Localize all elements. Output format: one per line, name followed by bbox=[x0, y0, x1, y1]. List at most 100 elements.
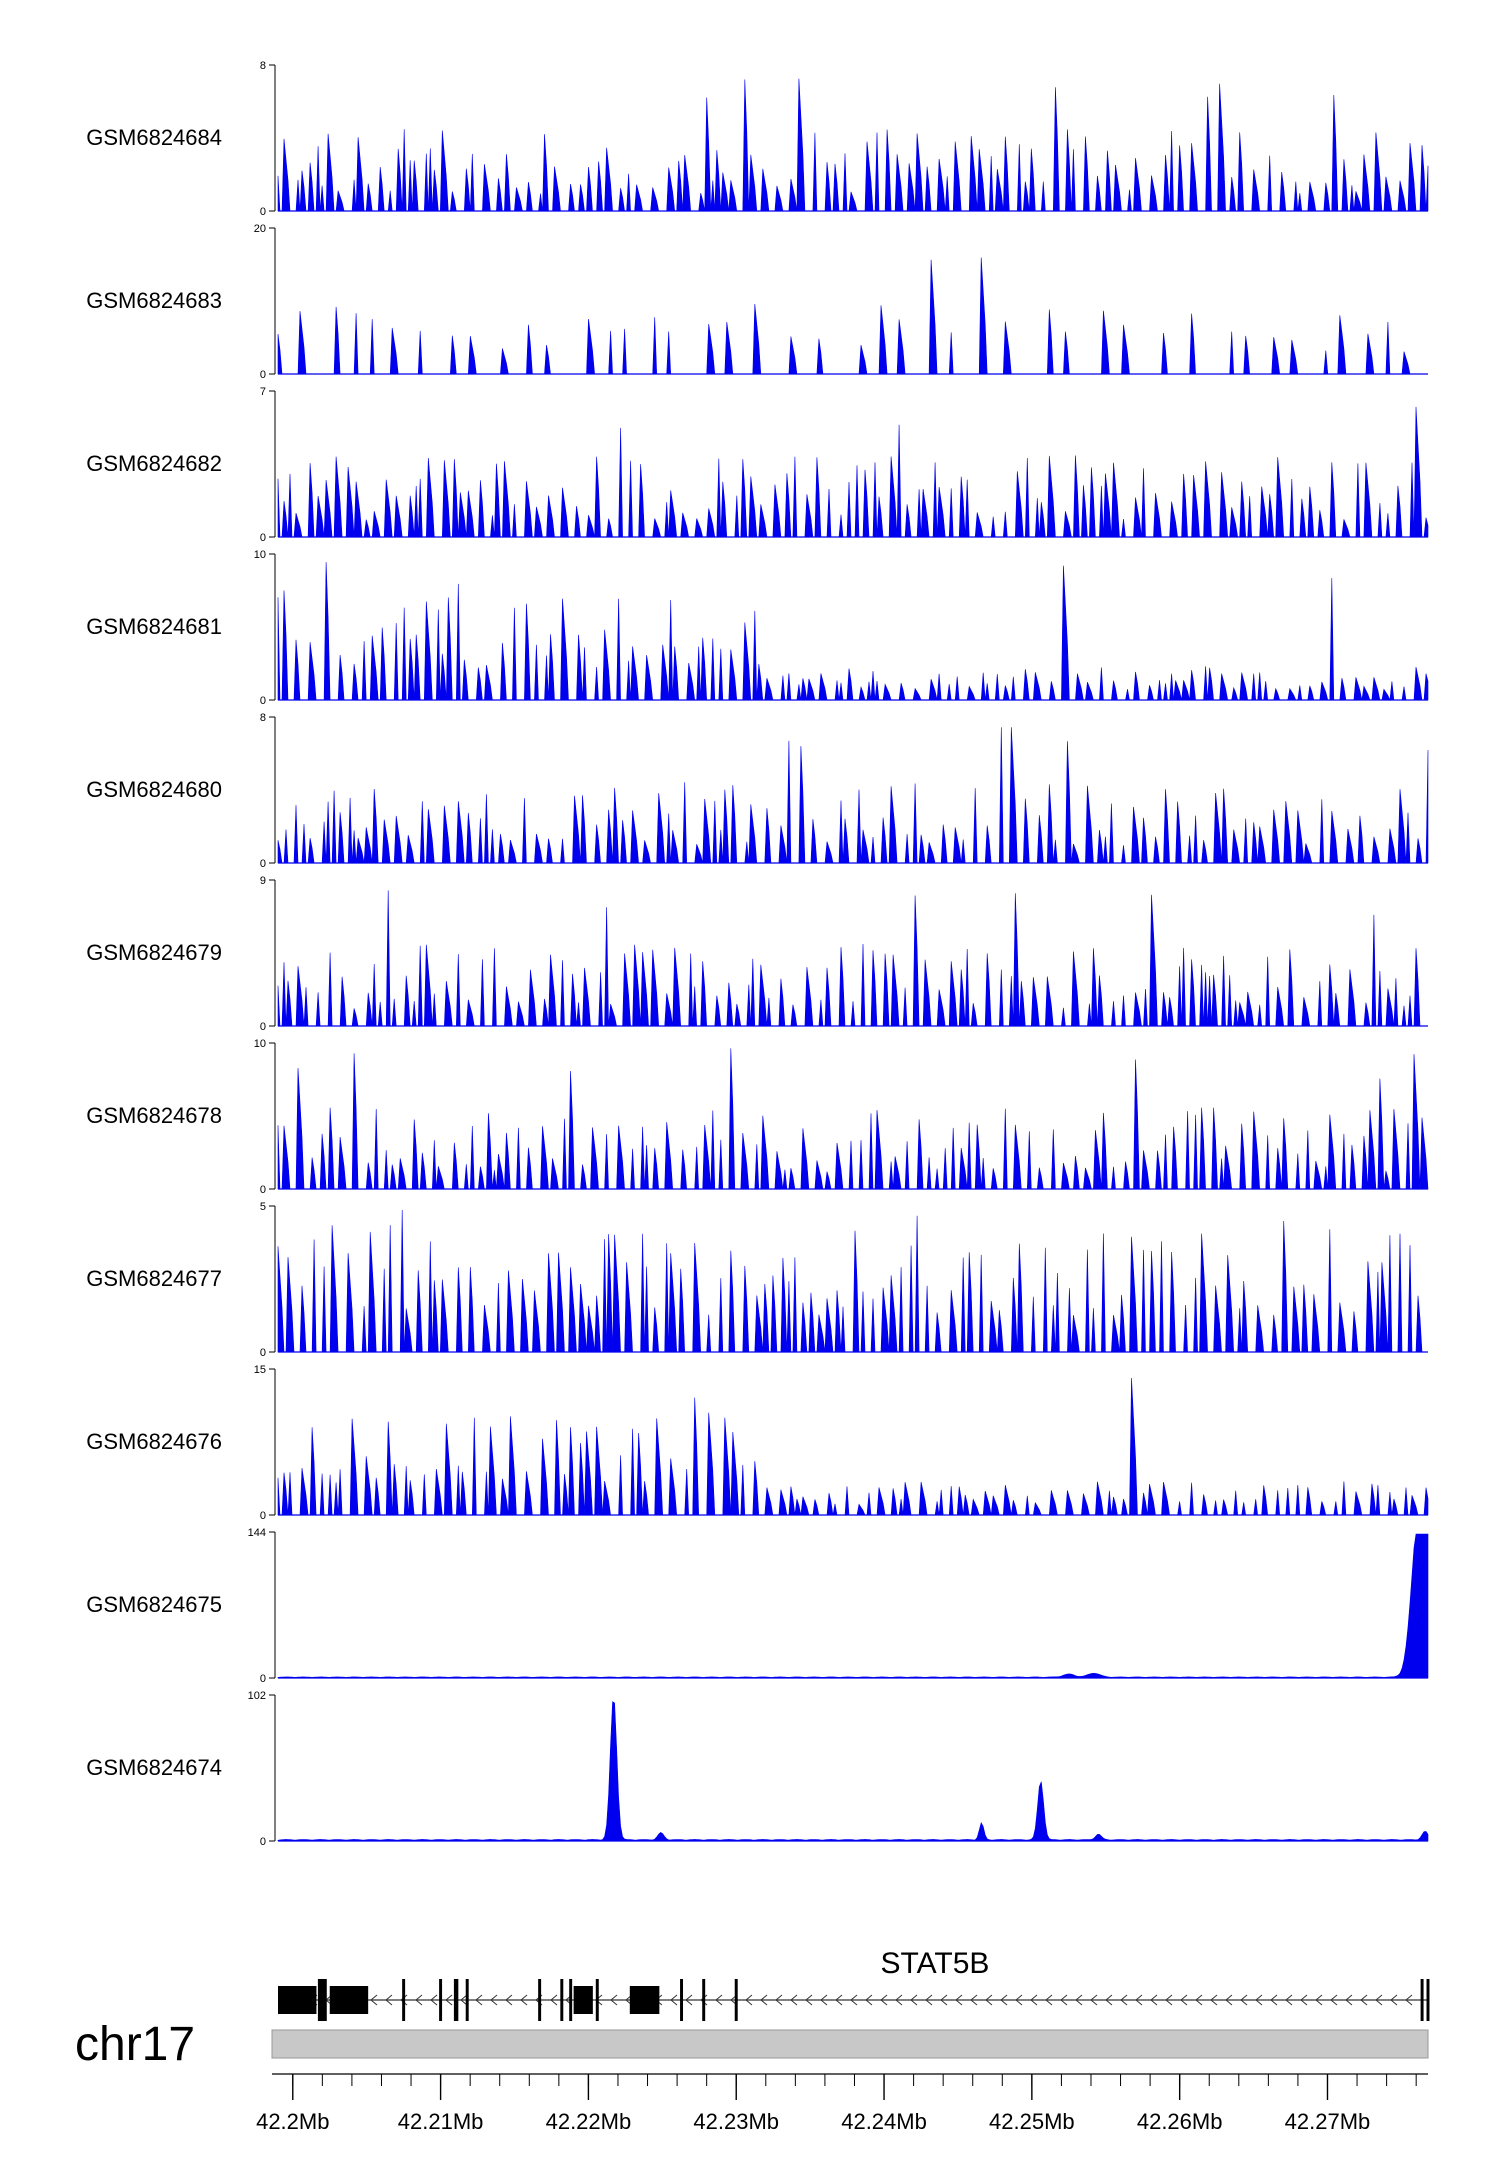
track-label: GSM6824682 bbox=[86, 451, 222, 476]
strand-arrow bbox=[895, 1994, 903, 2006]
strand-arrow bbox=[415, 1994, 423, 2006]
strand-arrow bbox=[1210, 1994, 1218, 2006]
strand-arrow bbox=[820, 1994, 828, 2006]
strand-arrow bbox=[970, 1994, 978, 2006]
track-gsm6824684: GSM6824684 8 0 bbox=[86, 60, 1429, 218]
strand-arrow bbox=[475, 1994, 483, 2006]
strand-arrow bbox=[1300, 1994, 1308, 2006]
track-gsm6824676: GSM6824676 15 0 bbox=[86, 1364, 1429, 1522]
strand-arrow bbox=[1150, 1994, 1158, 2006]
y-axis-min-label: 0 bbox=[260, 695, 266, 707]
strand-arrow bbox=[1270, 1994, 1278, 2006]
strand-arrow bbox=[1195, 1994, 1203, 2006]
strand-arrow bbox=[445, 1994, 453, 2006]
track-gsm6824678: GSM6824678 10 0 bbox=[86, 1038, 1429, 1196]
exon bbox=[402, 1979, 406, 2021]
strand-arrow bbox=[460, 1994, 468, 2006]
strand-arrow bbox=[1285, 1994, 1293, 2006]
strand-arrow bbox=[835, 1994, 843, 2006]
exon bbox=[680, 1979, 684, 2021]
exon bbox=[439, 1979, 443, 2021]
strand-arrow bbox=[1030, 1994, 1038, 2006]
track-label: GSM6824675 bbox=[86, 1592, 222, 1617]
track-gsm6824681: GSM6824681 10 0 bbox=[86, 549, 1429, 707]
strand-arrow bbox=[955, 1994, 963, 2006]
strand-arrow bbox=[760, 1994, 768, 2006]
y-axis-min-label: 0 bbox=[260, 369, 266, 381]
axis-tick-label: 42.23Mb bbox=[693, 2109, 779, 2134]
y-axis-max-label: 144 bbox=[248, 1527, 266, 1539]
exon bbox=[317, 1979, 327, 2021]
track-gsm6824674: GSM6824674 102 0 bbox=[86, 1690, 1429, 1848]
y-axis-max-label: 20 bbox=[254, 223, 266, 235]
y-axis-max-label: 8 bbox=[260, 60, 266, 72]
exon bbox=[329, 1986, 369, 2014]
strand-arrow bbox=[1120, 1994, 1128, 2006]
coverage-area bbox=[277, 257, 1428, 375]
track-label: GSM6824679 bbox=[86, 940, 222, 965]
coverage-area bbox=[277, 1377, 1429, 1516]
y-axis-max-label: 9 bbox=[260, 875, 266, 887]
chromosome-label: chr17 bbox=[75, 2018, 195, 2071]
strand-arrow bbox=[1090, 1994, 1098, 2006]
strand-arrow bbox=[1390, 1994, 1398, 2006]
y-axis-max-label: 102 bbox=[248, 1690, 266, 1702]
y-axis-min-label: 0 bbox=[260, 206, 266, 218]
track-gsm6824683: GSM6824683 20 0 bbox=[86, 223, 1428, 381]
y-axis-min-label: 0 bbox=[260, 858, 266, 870]
track-label: GSM6824681 bbox=[86, 614, 222, 639]
y-axis-max-label: 10 bbox=[254, 549, 266, 561]
strand-arrow bbox=[1330, 1994, 1338, 2006]
strand-arrow bbox=[1015, 1994, 1023, 2006]
strand-arrow bbox=[985, 1994, 993, 2006]
y-axis-max-label: 5 bbox=[260, 1201, 266, 1213]
strand-arrow bbox=[370, 1994, 378, 2006]
strand-arrow bbox=[610, 1994, 618, 2006]
exon bbox=[734, 1979, 738, 2021]
track-gsm6824682: GSM6824682 7 0 bbox=[86, 386, 1429, 544]
exon bbox=[1420, 1979, 1424, 2021]
strand-arrow bbox=[790, 1994, 798, 2006]
y-axis-min-label: 0 bbox=[260, 1836, 266, 1848]
gene-name: STAT5B bbox=[881, 1947, 990, 1980]
coverage-area bbox=[277, 1533, 1429, 1679]
exon bbox=[1426, 1979, 1430, 2021]
strand-arrow bbox=[1405, 1994, 1413, 2006]
gene-track: STAT5B bbox=[278, 1947, 1430, 2021]
strand-arrow bbox=[1075, 1994, 1083, 2006]
exon bbox=[560, 1979, 564, 2021]
strand-arrow bbox=[715, 1994, 723, 2006]
axis-tick-label: 42.22Mb bbox=[546, 2109, 632, 2134]
strand-arrow bbox=[1135, 1994, 1143, 2006]
strand-arrow bbox=[1360, 1994, 1368, 2006]
strand-arrow bbox=[775, 1994, 783, 2006]
coverage-area bbox=[277, 890, 1428, 1027]
track-gsm6824679: GSM6824679 9 0 bbox=[86, 875, 1428, 1033]
exon bbox=[465, 1979, 469, 2021]
coverage-area bbox=[277, 78, 1429, 212]
y-axis-min-label: 0 bbox=[260, 1021, 266, 1033]
track-gsm6824677: GSM6824677 5 0 bbox=[86, 1201, 1428, 1359]
strand-arrow bbox=[1375, 1994, 1383, 2006]
exon bbox=[595, 1979, 599, 2021]
chromosome-band bbox=[271, 2029, 1429, 2059]
track-label: GSM6824684 bbox=[86, 125, 222, 150]
exon bbox=[569, 1979, 573, 2021]
track-label: GSM6824676 bbox=[86, 1429, 222, 1454]
strand-arrow bbox=[1255, 1994, 1263, 2006]
strand-arrow bbox=[1060, 1994, 1068, 2006]
track-label: GSM6824678 bbox=[86, 1103, 222, 1128]
strand-arrow bbox=[520, 1994, 528, 2006]
track-label: GSM6824680 bbox=[86, 777, 222, 802]
strand-arrow bbox=[1315, 1994, 1323, 2006]
coverage-area bbox=[277, 1048, 1429, 1190]
strand-arrow bbox=[745, 1994, 753, 2006]
strand-arrow bbox=[1000, 1994, 1008, 2006]
strand-arrow bbox=[550, 1994, 558, 2006]
y-axis-max-label: 15 bbox=[254, 1364, 266, 1376]
strand-arrow bbox=[1045, 1994, 1053, 2006]
strand-arrow bbox=[880, 1994, 888, 2006]
axis-tick-label: 42.27Mb bbox=[1285, 2109, 1371, 2134]
coverage-area bbox=[277, 406, 1429, 538]
